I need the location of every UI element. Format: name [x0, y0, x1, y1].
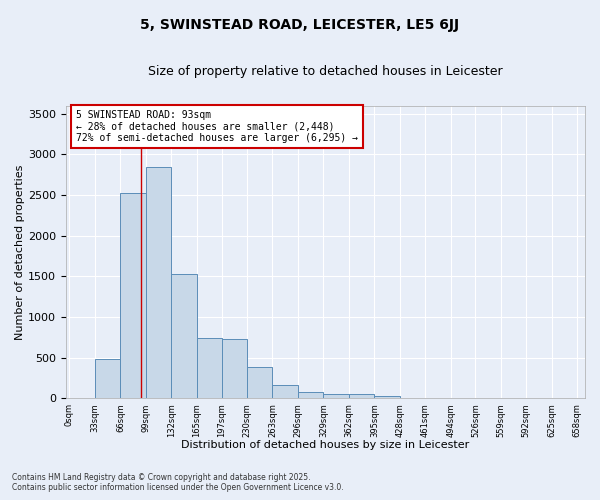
X-axis label: Distribution of detached houses by size in Leicester: Distribution of detached houses by size …: [181, 440, 469, 450]
Y-axis label: Number of detached properties: Number of detached properties: [15, 164, 25, 340]
Bar: [221, 339, 247, 398]
Title: Size of property relative to detached houses in Leicester: Size of property relative to detached ho…: [148, 65, 503, 78]
Text: 5 SWINSTEAD ROAD: 93sqm
← 28% of detached houses are smaller (2,448)
72% of semi: 5 SWINSTEAD ROAD: 93sqm ← 28% of detache…: [76, 110, 358, 143]
Bar: [272, 385, 298, 398]
Bar: [146, 168, 172, 398]
Text: Contains public sector information licensed under the Open Government Licence v3: Contains public sector information licen…: [12, 484, 344, 492]
Bar: [323, 394, 349, 398]
Bar: [374, 396, 400, 398]
Bar: [349, 394, 374, 398]
Bar: [247, 367, 272, 398]
Text: Contains HM Land Registry data © Crown copyright and database right 2025.: Contains HM Land Registry data © Crown c…: [12, 474, 311, 482]
Bar: [172, 274, 197, 398]
Bar: [121, 194, 146, 398]
Bar: [298, 392, 323, 398]
Bar: [95, 358, 121, 399]
Bar: [197, 338, 222, 398]
Text: 5, SWINSTEAD ROAD, LEICESTER, LE5 6JJ: 5, SWINSTEAD ROAD, LEICESTER, LE5 6JJ: [140, 18, 460, 32]
